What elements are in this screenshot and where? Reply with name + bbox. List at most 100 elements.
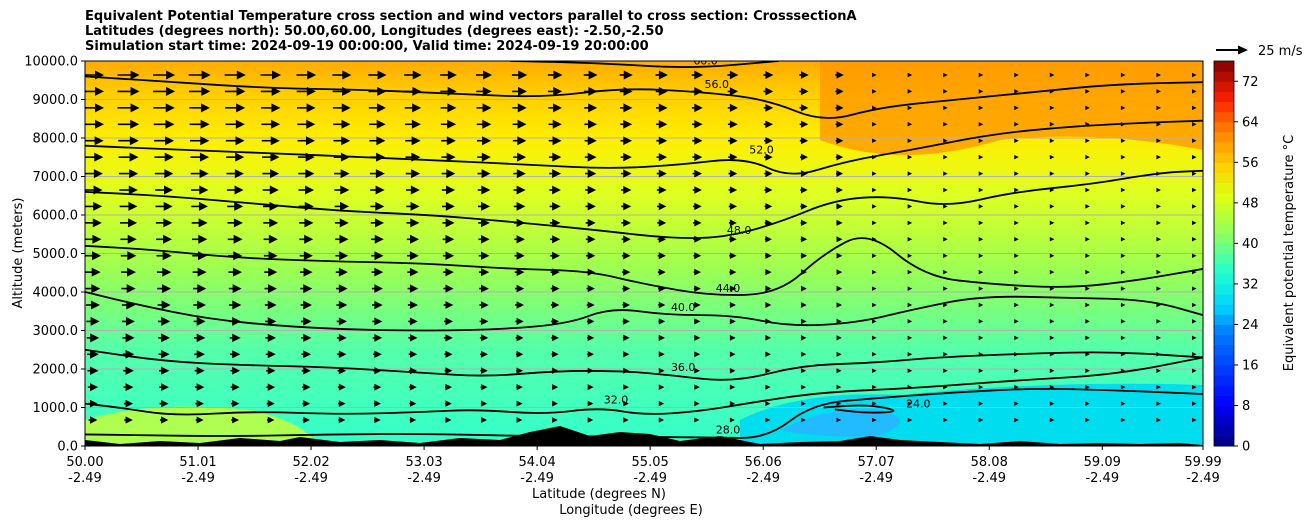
wind-arrow-head [95,86,104,96]
colorbar-tick-label: 32 [1242,277,1259,292]
wind-arrow-head [623,119,633,129]
wind-arrow-head [517,136,527,146]
wind-arrow [658,285,666,292]
wind-arrow [872,237,877,242]
wind-arrow [122,333,135,343]
wind-arrow-head [516,384,523,391]
wind-arrow [266,400,275,408]
wind-arrow-head [409,383,417,391]
wind-arrow-head [342,70,352,80]
wind-arrow-head [694,120,703,129]
wind-arrow-head [978,204,984,209]
colorbar-tick-label: 48 [1242,196,1259,211]
wind-arrow [405,169,421,179]
wind-arrow [408,334,418,342]
colorbar-segment [1214,121,1234,133]
wind-arrow-head [234,169,244,179]
wind-arrow [408,367,417,375]
wind-arrow [907,335,913,341]
wind-arrow-head [447,103,457,113]
x-tick-label-lon: -2.49 [1085,471,1119,486]
wind-arrow [657,219,667,227]
contour-label: 28.0 [716,424,741,437]
wind-arrow-head [481,251,490,260]
wind-arrow [729,334,736,341]
wind-arrow-head [907,352,913,357]
wind-arrow-head [445,317,454,326]
wind-arrow-head [376,152,386,162]
wind-arrow-head [1085,302,1090,308]
wind-arrow [727,70,739,80]
wind-arrow [445,400,452,407]
wind-arrow-head [1120,154,1126,160]
wind-arrow [943,335,948,341]
wind-arrow [907,237,913,242]
wind-arrow-head [196,399,204,408]
wind-arrow-head [1049,122,1055,127]
wind-arrow [262,169,280,179]
wind-arrow [656,136,668,145]
wind-arrow [623,400,629,407]
wind-arrow [586,268,596,276]
wind-arrow-head [447,119,457,129]
wind-arrow-head [516,334,524,342]
wind-arrow [622,285,631,293]
wind-arrow-head [374,284,383,293]
wind-arrow-head [1085,286,1090,291]
wind-arrow-head [1014,302,1019,308]
wind-arrow-head [836,219,843,226]
wind-arrow-head [1120,253,1126,258]
wind-arrow-head [836,236,843,243]
colorbar-segment [1214,344,1234,356]
wind-arrow-head [1192,105,1197,111]
wind-arrow [122,349,135,359]
wind-arrow-head [729,252,737,260]
wind-arrow-head [305,136,315,146]
wind-arrow-head [233,234,243,244]
wind-arrow-head [623,169,632,178]
wind-arrow [191,218,208,228]
wind-arrow [260,86,281,96]
wind-arrow-head [163,218,173,228]
wind-arrow-head [93,185,103,195]
wind-arrow [299,251,313,261]
wind-arrow-head [232,399,240,408]
wind-arrow [658,351,665,358]
wind-arrow [1192,187,1197,193]
wind-arrow [1192,352,1197,357]
wind-arrow-head [445,251,455,261]
x-tick-label-lat: 52.02 [292,455,329,470]
wind-arrow [800,401,806,406]
wind-arrow-head [836,186,843,194]
wind-arrow [1120,286,1126,291]
wind-arrow [729,384,736,390]
wind-arrow [799,71,809,79]
wind-arrow [765,384,771,390]
wind-arrow [836,401,842,406]
wind-arrow-head [90,383,99,392]
wind-arrow [478,234,490,244]
wind-arrow-head [342,86,352,96]
wind-arrow [978,154,984,160]
wind-arrow [907,204,913,209]
wind-arrow-head [729,87,739,96]
wind-arrow [658,367,665,374]
wind-arrow [765,302,772,308]
wind-arrow-head [587,318,595,325]
contour-label: 60.0 [693,55,718,68]
wind-arrow [368,103,386,113]
wind-arrow-head [800,137,809,145]
wind-arrow [691,103,703,113]
wind-arrow [159,383,169,392]
wind-arrow-head [92,234,102,244]
colorbar-segment [1214,324,1234,336]
wind-arrow-head [271,103,281,113]
wind-arrow [191,234,208,244]
wind-arrow [195,399,204,408]
wind-arrow [799,87,809,96]
wind-arrow [872,417,877,423]
wind-arrow [230,383,240,391]
y-axis-ticks: 0.01000.02000.03000.04000.05000.06000.07… [24,55,85,455]
wind-arrow-head [196,316,206,326]
